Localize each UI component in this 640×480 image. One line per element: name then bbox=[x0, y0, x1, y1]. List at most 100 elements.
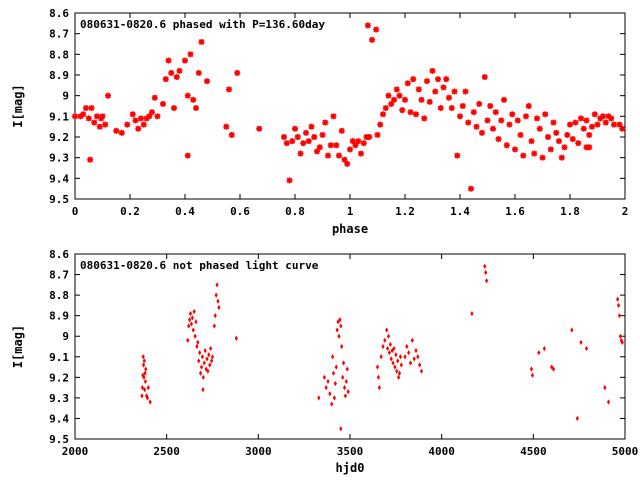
data-point bbox=[154, 113, 161, 120]
data-point bbox=[143, 387, 147, 393]
data-point bbox=[195, 69, 202, 76]
data-point bbox=[129, 111, 136, 118]
data-point bbox=[206, 368, 210, 374]
data-point bbox=[377, 121, 384, 128]
data-point bbox=[203, 348, 207, 354]
data-point bbox=[619, 125, 626, 132]
y-tick-label: 9.1 bbox=[49, 351, 69, 364]
data-point bbox=[602, 119, 609, 126]
y-tick-label: 9.2 bbox=[49, 371, 69, 384]
data-point bbox=[620, 339, 624, 345]
x-tick-label: 0.6 bbox=[230, 205, 250, 218]
data-point bbox=[204, 366, 208, 372]
data-point bbox=[192, 308, 196, 315]
data-point bbox=[355, 138, 362, 145]
data-point bbox=[570, 327, 574, 333]
x-tick-label: 1.8 bbox=[560, 205, 580, 218]
y-tick-label: 9.4 bbox=[49, 172, 69, 185]
data-point bbox=[616, 302, 621, 308]
data-point bbox=[608, 115, 615, 122]
data-point bbox=[201, 374, 205, 380]
data-point bbox=[228, 131, 235, 138]
data-point bbox=[529, 366, 534, 372]
data-point bbox=[421, 115, 428, 122]
data-point bbox=[446, 94, 452, 101]
data-point bbox=[200, 354, 205, 360]
data-point bbox=[160, 100, 166, 107]
data-point bbox=[342, 385, 347, 391]
data-point bbox=[138, 115, 144, 122]
data-point bbox=[561, 144, 568, 151]
data-point bbox=[380, 111, 386, 118]
data-point bbox=[148, 399, 152, 405]
data-point bbox=[465, 119, 472, 126]
x-tick-label: 0.8 bbox=[285, 205, 305, 218]
data-point bbox=[517, 131, 524, 138]
data-point bbox=[575, 140, 582, 147]
data-point bbox=[396, 374, 401, 380]
data-point bbox=[349, 138, 356, 145]
data-point bbox=[281, 134, 287, 140]
data-point bbox=[584, 345, 589, 352]
data-point bbox=[146, 113, 153, 120]
data-point bbox=[531, 150, 538, 157]
data-point bbox=[392, 345, 396, 352]
data-point bbox=[352, 142, 359, 149]
data-point bbox=[509, 111, 516, 118]
data-point bbox=[144, 366, 148, 372]
data-point bbox=[376, 374, 381, 380]
x-tick-label: 1.4 bbox=[450, 205, 470, 218]
data-point bbox=[616, 121, 623, 128]
data-point bbox=[187, 323, 191, 329]
data-point bbox=[331, 370, 336, 376]
data-point bbox=[212, 323, 216, 329]
data-point bbox=[326, 378, 330, 385]
data-point bbox=[333, 380, 337, 387]
data-point bbox=[209, 358, 214, 364]
data-point bbox=[448, 105, 455, 112]
data-point bbox=[339, 426, 343, 432]
data-point bbox=[234, 69, 241, 76]
data-point bbox=[390, 348, 394, 354]
data-point bbox=[523, 113, 529, 120]
data-point bbox=[343, 393, 348, 399]
data-point bbox=[215, 282, 219, 288]
data-point bbox=[618, 333, 623, 339]
data-points bbox=[72, 22, 626, 192]
y-tick-label: 9.3 bbox=[49, 392, 69, 405]
data-point bbox=[591, 111, 598, 118]
x-tick-label: 3000 bbox=[245, 445, 272, 458]
data-point bbox=[520, 152, 527, 159]
y-tick-label: 8.9 bbox=[49, 310, 69, 323]
data-point bbox=[208, 362, 212, 368]
data-point bbox=[418, 96, 425, 103]
x-tick-label: 4000 bbox=[428, 445, 455, 458]
data-point bbox=[396, 92, 403, 99]
data-point bbox=[385, 345, 390, 352]
data-point bbox=[440, 84, 447, 91]
data-point bbox=[402, 96, 408, 103]
data-point bbox=[189, 321, 194, 327]
data-point bbox=[317, 395, 321, 401]
data-point bbox=[389, 356, 393, 362]
data-point bbox=[202, 360, 206, 366]
data-point bbox=[96, 123, 103, 130]
data-point bbox=[330, 401, 334, 407]
data-point bbox=[344, 378, 348, 385]
data-point bbox=[314, 148, 320, 155]
unphased-light-curve-plot: 2000 2500 3000 3500 4000 4500 5000 8.6 8.7 8.8 8.9… bbox=[11, 248, 638, 475]
data-point bbox=[572, 119, 579, 126]
data-point bbox=[305, 138, 312, 145]
data-point bbox=[91, 119, 98, 126]
data-point bbox=[484, 269, 488, 276]
x-tick-label: 1.6 bbox=[505, 205, 525, 218]
data-point bbox=[316, 144, 323, 151]
x-tick-label: 0 bbox=[72, 205, 79, 218]
data-point bbox=[340, 343, 344, 350]
data-point bbox=[191, 327, 195, 333]
data-point bbox=[187, 51, 194, 58]
data-point bbox=[470, 109, 477, 116]
data-point bbox=[567, 121, 573, 128]
data-point bbox=[407, 109, 414, 116]
data-point bbox=[207, 352, 211, 358]
